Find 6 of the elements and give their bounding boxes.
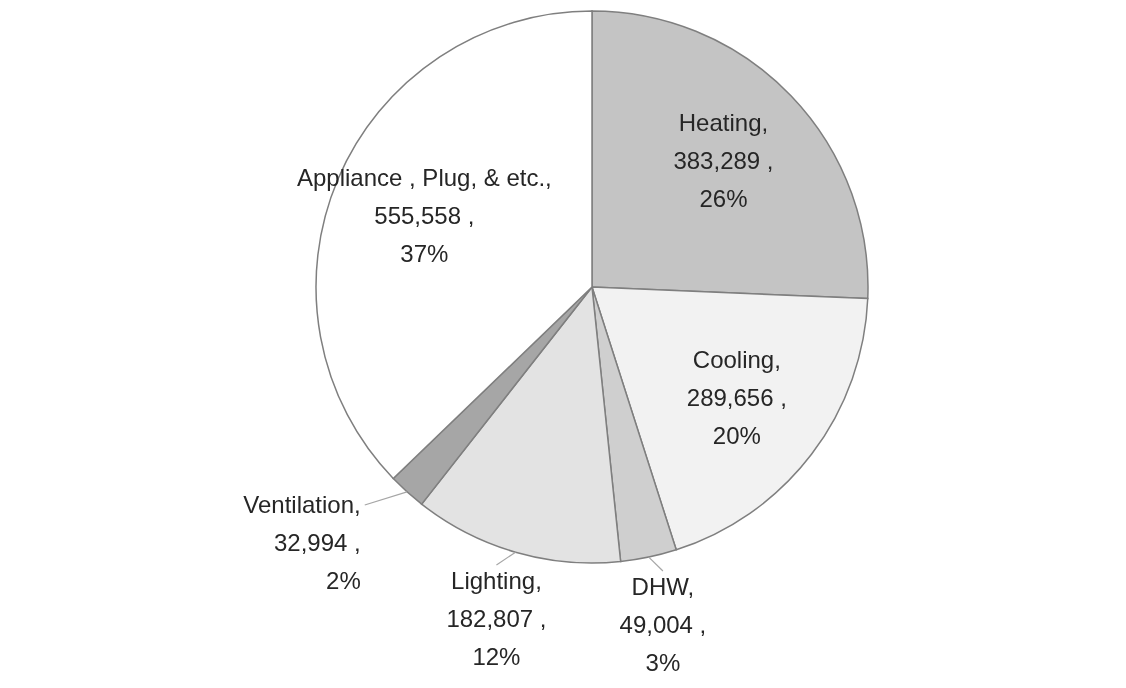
- slice-label: Cooling, 289,656 , 20%: [686, 345, 787, 449]
- slice-label: DHW, 49,004 , 3%: [619, 573, 707, 677]
- slice-label: Lighting, 182,807 , 12%: [446, 566, 547, 670]
- slice-label: Appliance , Plug, & etc., 555,558 , 37%: [296, 164, 552, 268]
- slice-label: Ventilation, 32,994 , 2%: [243, 491, 361, 595]
- slice-label: Heating, 383,289 , 26%: [673, 109, 774, 213]
